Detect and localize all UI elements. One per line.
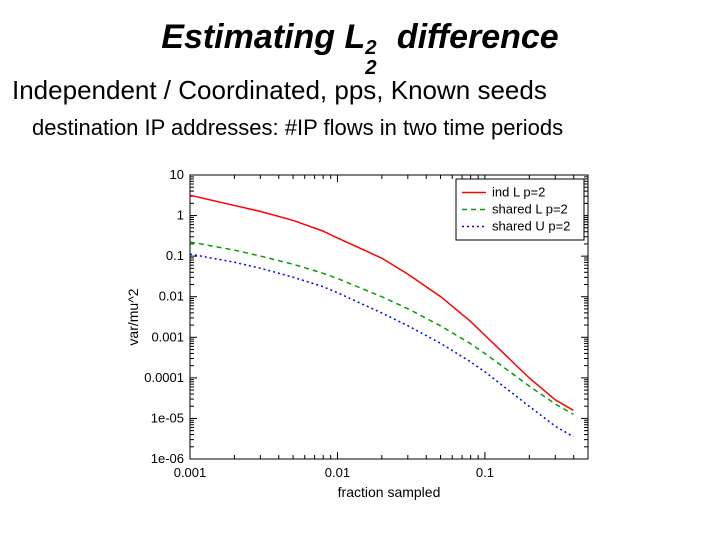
y-axis-label: var/mu^2: [125, 288, 141, 345]
y-tick-label: 1e-06: [151, 451, 184, 466]
y-tick-label: 0.01: [159, 289, 184, 304]
slide-title: Estimating L 2 2 difference: [0, 18, 720, 57]
legend-label: ind L p=2: [492, 185, 545, 200]
title-suffix: difference: [387, 18, 558, 56]
slide-subtitle: Independent / Coordinated, pps, Known se…: [12, 75, 547, 106]
y-tick-label: 0.001: [151, 329, 184, 344]
x-tick-label: 0.01: [325, 465, 350, 480]
legend-label: shared L p=2: [492, 202, 568, 217]
y-tick-label: 10: [170, 167, 184, 182]
chart: 0.001 0.01 0.1 10 1 0.1 0.01 0.001 0.0001 1e-05 1e…: [120, 165, 600, 505]
y-tick-label: 1: [177, 208, 184, 223]
y-tick-label: 0.1: [166, 248, 184, 263]
chart-svg: 0.001 0.01 0.1 10 1 0.1 0.01 0.001 0.0001 1e-05 1e…: [120, 165, 600, 505]
title-prefix: Estimating L: [161, 18, 365, 56]
slide: Estimating L 2 2 difference Independent …: [0, 0, 720, 540]
x-tick-label: 0.1: [476, 465, 494, 480]
x-tick-label: 0.001: [174, 465, 207, 480]
y-tick-label: 1e-05: [151, 410, 184, 425]
x-axis-label: fraction sampled: [338, 484, 441, 500]
slide-subtext: destination IP addresses: #IP flows in t…: [32, 115, 563, 141]
y-tick-label: 0.0001: [144, 370, 184, 385]
legend-label: shared U p=2: [492, 219, 570, 234]
